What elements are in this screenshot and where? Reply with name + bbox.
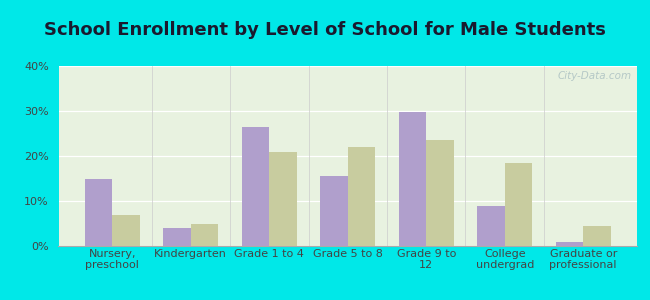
- Text: City-Data.com: City-Data.com: [557, 71, 631, 81]
- Bar: [426, 140, 454, 246]
- Bar: [320, 176, 348, 246]
- Bar: [477, 206, 505, 246]
- Bar: [556, 242, 583, 246]
- Bar: [269, 152, 297, 246]
- Bar: [398, 112, 426, 246]
- Bar: [163, 228, 190, 246]
- Bar: [505, 163, 532, 246]
- Bar: [348, 147, 375, 246]
- Bar: [112, 214, 140, 246]
- Bar: [190, 224, 218, 246]
- Bar: [242, 127, 269, 246]
- Bar: [84, 179, 112, 246]
- Text: School Enrollment by Level of School for Male Students: School Enrollment by Level of School for…: [44, 21, 606, 39]
- Bar: [583, 226, 611, 246]
